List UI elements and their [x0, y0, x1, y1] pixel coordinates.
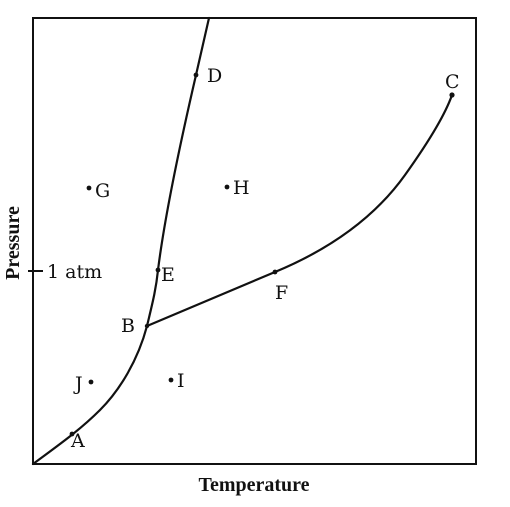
point-a-label: A — [70, 430, 85, 452]
point-b-dot — [144, 323, 150, 329]
liquid-gas-boundary-curve — [145, 93, 454, 328]
point-d-dot — [193, 72, 199, 78]
point-b-label: B — [121, 315, 135, 337]
point-c-label: C — [445, 71, 460, 93]
point-h-dot — [224, 184, 230, 190]
y-axis-label: Pressure — [2, 206, 24, 280]
point-a-dot — [69, 431, 75, 437]
point-c-dot — [449, 92, 455, 98]
point-i-dot — [168, 377, 174, 383]
point-e-label: E — [161, 264, 175, 286]
point-f-label: F — [275, 282, 288, 304]
solid-liquid-boundary-curve — [145, 16, 211, 328]
solid-gas-boundary-curve — [31, 324, 149, 466]
point-g-label: G — [95, 180, 110, 202]
point-e-dot — [155, 267, 161, 273]
plot-frame — [32, 17, 477, 465]
x-axis-label: Temperature — [198, 474, 309, 496]
point-h-label: H — [233, 177, 250, 199]
point-j-label: J — [73, 373, 83, 395]
one-atm-label: 1 atm — [47, 261, 102, 283]
point-j-dot — [88, 379, 94, 385]
point-i-label: I — [177, 370, 185, 392]
point-g-dot — [86, 185, 92, 191]
point-d-label: D — [207, 65, 222, 87]
point-f-dot — [272, 269, 278, 275]
